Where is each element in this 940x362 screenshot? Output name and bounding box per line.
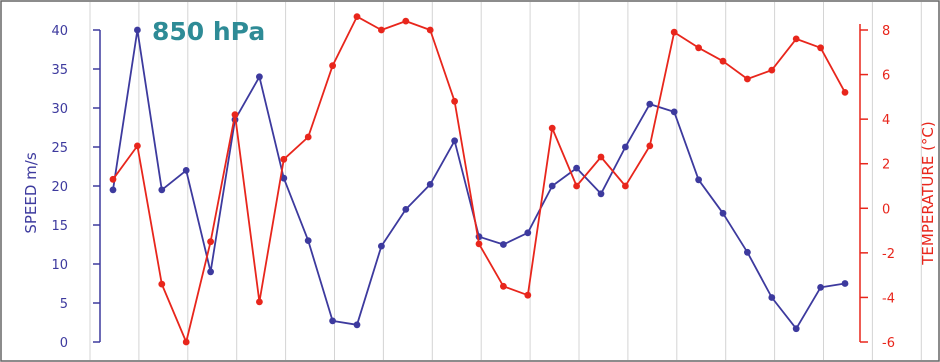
temperature-point	[646, 142, 654, 150]
temperature-point	[134, 142, 141, 150]
right-tick-label: -4	[882, 291, 895, 306]
temperature-point	[695, 44, 702, 52]
speed-point	[719, 209, 727, 217]
speed-point	[817, 284, 824, 291]
temperature-point	[670, 28, 678, 36]
right-tick-label: 4	[882, 113, 890, 128]
speed-point	[182, 167, 190, 174]
temperature-point	[353, 13, 361, 20]
chart-title: 850 hPa	[152, 17, 265, 46]
right-tick-label: 0	[882, 202, 890, 217]
right-tick-label: -2	[882, 247, 895, 262]
temperature-point	[622, 182, 629, 190]
temperature-point	[158, 280, 166, 288]
right-tick-label: 6	[882, 69, 890, 84]
temperature-point	[841, 89, 849, 96]
speed-point	[841, 280, 849, 287]
left-axis: 0 5 10 15 20 25 30 35 40	[51, 24, 101, 351]
temperature-point	[719, 57, 727, 65]
temperature-point	[256, 298, 263, 306]
speed-point	[402, 206, 410, 213]
left-axis-label: SPEED m/s	[22, 152, 40, 234]
temperature-point	[329, 62, 336, 70]
temperature-point	[231, 111, 239, 119]
temperature-point	[109, 175, 117, 183]
speed-point	[451, 137, 458, 145]
speed-point	[792, 325, 800, 333]
temperature-point	[792, 35, 800, 43]
temperature-point	[524, 291, 532, 299]
right-tick-label: 8	[882, 24, 890, 39]
speed-point	[158, 186, 166, 194]
speed-point	[329, 317, 336, 325]
temperature-point	[475, 240, 483, 248]
speed-point	[280, 174, 288, 182]
left-tick-label: 0	[60, 336, 68, 351]
speed-point	[304, 237, 312, 245]
left-tick-label: 25	[51, 141, 68, 156]
speed-point	[500, 241, 507, 248]
speed-point	[256, 73, 263, 81]
temperature-point	[548, 124, 556, 132]
left-tick-label: 35	[51, 63, 68, 78]
speed-point	[695, 176, 702, 184]
speed-point	[109, 186, 117, 194]
speed-point	[646, 100, 654, 108]
temperature-point	[817, 44, 824, 52]
speed-point	[768, 294, 776, 301]
speed-point	[378, 242, 385, 250]
speed-point	[548, 182, 556, 190]
temperature-point	[304, 133, 312, 141]
left-tick-label: 40	[51, 24, 68, 39]
speed-point	[573, 164, 580, 172]
right-tick-label: 2	[882, 158, 890, 173]
temperature-point	[280, 155, 288, 163]
speed-point	[744, 248, 751, 256]
right-axis-label: TEMPERATURE (°C)	[919, 121, 937, 266]
temperature-point	[451, 97, 458, 105]
speed-point	[524, 229, 532, 237]
temperature-point	[573, 182, 580, 190]
left-tick-label: 5	[60, 297, 68, 312]
temperature-point	[500, 282, 507, 290]
temperature-point	[207, 238, 215, 246]
speed-point	[134, 26, 141, 34]
left-tick-label: 10	[51, 258, 68, 273]
temperature-point	[402, 17, 410, 25]
speed-point	[597, 190, 605, 198]
series-layer	[109, 13, 849, 346]
speed-point	[670, 108, 678, 116]
left-tick-label: 20	[51, 180, 68, 195]
temperature-series	[109, 13, 849, 346]
vertical-grid	[89, 2, 922, 360]
temperature-point	[426, 26, 434, 34]
temperature-point	[597, 153, 605, 161]
temperature-point	[378, 26, 385, 34]
temperature-point	[744, 75, 751, 83]
speed-point	[426, 181, 434, 188]
left-tick-label: 30	[51, 102, 68, 117]
temperature-point	[768, 66, 776, 74]
speed-point	[207, 268, 215, 276]
right-axis: -6 -4 -2 0 2 4 6 8	[859, 24, 895, 351]
temperature-point	[182, 338, 190, 346]
right-tick-label: -6	[882, 336, 895, 351]
speed-point	[622, 143, 629, 151]
left-tick-label: 15	[51, 219, 68, 234]
speed-point	[353, 321, 361, 329]
